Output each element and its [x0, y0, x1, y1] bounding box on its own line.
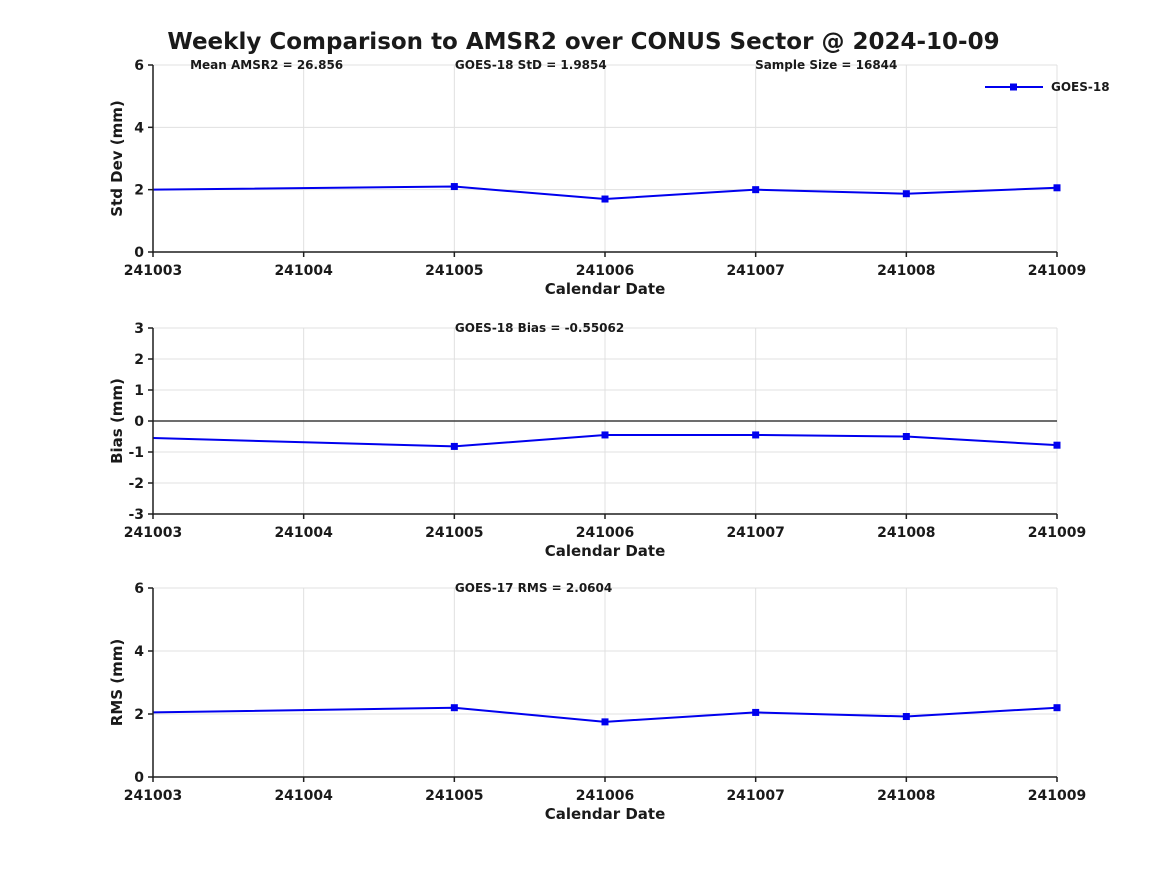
- data-point-marker: [601, 431, 609, 439]
- chart-title: Weekly Comparison to AMSR2 over CONUS Se…: [167, 29, 1000, 55]
- data-point-marker: [752, 708, 760, 716]
- x-tick-label: 241008: [877, 788, 935, 804]
- y-tick-label: 2: [134, 707, 144, 723]
- x-axis-title: Calendar Date: [545, 542, 666, 560]
- data-point-marker: [902, 190, 910, 198]
- y-axis-title: Std Dev (mm): [108, 100, 126, 217]
- y-tick-label: 0: [134, 414, 144, 430]
- legend-line-icon: [985, 83, 1043, 91]
- x-axis-title: Calendar Date: [545, 805, 666, 823]
- y-axis-title: RMS (mm): [108, 639, 126, 726]
- data-point-marker: [752, 431, 760, 439]
- series-line: [152, 706, 1058, 723]
- data-point-marker: [601, 195, 609, 203]
- data-point-marker: [902, 433, 910, 440]
- y-tick-label: -2: [128, 476, 144, 492]
- x-tick-label: 241005: [425, 788, 483, 804]
- annotation-text: GOES-18 StD = 1.9854: [455, 58, 607, 72]
- x-tick-label: 241007: [726, 788, 784, 804]
- x-tick-label: 241007: [726, 525, 784, 541]
- x-tick-label: 241004: [274, 788, 333, 804]
- x-tick-label: 241006: [576, 525, 634, 541]
- data-point-marker: [902, 713, 910, 721]
- x-tick-label: 241004: [274, 263, 333, 279]
- data-point-marker: [752, 186, 760, 194]
- y-axis-title: Bias (mm): [108, 378, 126, 464]
- y-tick-label: 6: [134, 58, 144, 74]
- x-tick-label: 241003: [124, 525, 182, 541]
- x-tick-label: 241009: [1028, 525, 1086, 541]
- data-point-marker: [1053, 184, 1061, 192]
- x-tick-label: 241009: [1028, 788, 1086, 804]
- legend-label: GOES-18: [1051, 80, 1110, 94]
- x-tick-label: 241003: [124, 263, 182, 279]
- y-tick-label: 2: [134, 183, 144, 199]
- x-tick-label: 241004: [274, 525, 333, 541]
- data-point-marker: [450, 183, 458, 191]
- annotation-text: GOES-18 Bias = -0.55062: [455, 321, 624, 335]
- x-tick-label: 241005: [425, 263, 483, 279]
- data-point-marker: [450, 704, 458, 712]
- x-tick-label: 241003: [124, 788, 182, 804]
- y-tick-label: -1: [128, 445, 144, 461]
- data-point-marker: [450, 442, 458, 450]
- data-point-marker: [601, 718, 609, 726]
- data-point-marker: [1053, 704, 1061, 712]
- x-tick-label: 241009: [1028, 263, 1086, 279]
- x-tick-label: 241008: [877, 525, 935, 541]
- y-tick-label: 1: [134, 383, 144, 399]
- data-point-marker: [1053, 441, 1061, 449]
- annotation-text: Sample Size = 16844: [755, 58, 897, 72]
- y-tick-label: 4: [134, 120, 144, 136]
- y-tick-label: -3: [128, 507, 144, 523]
- series-line: [152, 433, 1058, 448]
- y-tick-label: 6: [134, 581, 144, 597]
- series-line: [152, 185, 1058, 201]
- x-tick-label: 241008: [877, 263, 935, 279]
- x-axis-title: Calendar Date: [545, 280, 666, 298]
- legend: GOES-18: [984, 79, 1110, 95]
- x-tick-label: 241006: [576, 788, 634, 804]
- y-tick-label: 0: [134, 245, 144, 261]
- y-tick-label: 3: [134, 321, 144, 337]
- y-tick-label: 4: [134, 644, 144, 660]
- y-tick-label: 2: [134, 352, 144, 368]
- y-tick-label: 0: [134, 770, 144, 786]
- annotation-text: GOES-17 RMS = 2.0604: [455, 581, 612, 595]
- x-tick-label: 241007: [726, 263, 784, 279]
- legend-marker-icon: [1010, 83, 1017, 91]
- annotation-text: Mean AMSR2 = 26.856: [190, 58, 343, 72]
- x-tick-label: 241005: [425, 525, 483, 541]
- x-tick-label: 241006: [576, 263, 634, 279]
